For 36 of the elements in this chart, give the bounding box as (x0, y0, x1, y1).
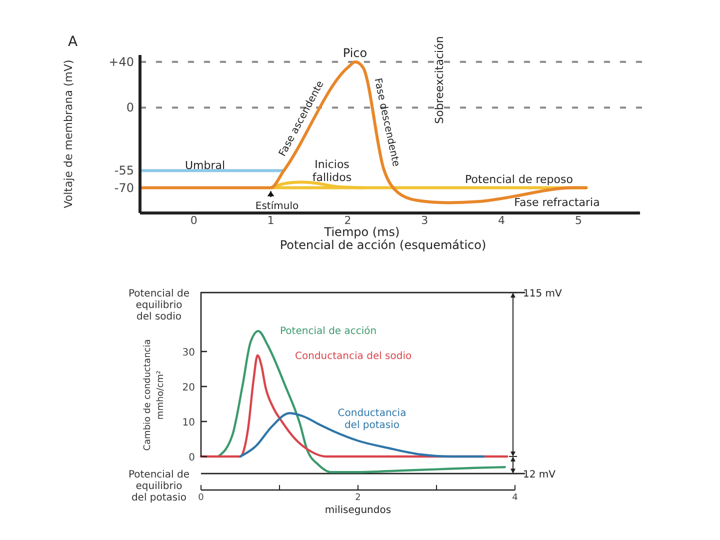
y-tick-label: -55 (114, 164, 134, 178)
x-tick-label: 5 (574, 214, 582, 227)
text: A (68, 34, 78, 50)
annotation: Potencial de reposo (465, 173, 574, 186)
series-label: Potencial de acción (280, 326, 377, 337)
text: Potencial de acción (esquemático) (280, 238, 486, 252)
x-tick-label: 1 (267, 214, 274, 227)
y-axis-title: Cambio de conductancia mmho/cm² (143, 339, 166, 451)
annotation: Pico (342, 46, 368, 60)
x-tick-label: 0 (198, 493, 204, 503)
x-tick-label: 4 (498, 214, 506, 227)
text: Conductancia del sodio (295, 351, 412, 362)
annotation: Sobreexcitación (433, 36, 446, 124)
annotation: Fase refractaria (514, 196, 600, 209)
y-tick-label: +40 (108, 54, 134, 69)
y2-tick-label: 12 mV (523, 470, 556, 481)
x-axis-title: milisegundos (324, 505, 392, 516)
y-tick-label: 0 (188, 452, 195, 464)
y-tick-label: 0 (126, 100, 134, 115)
x-tick-label: 2 (344, 214, 352, 227)
ref-line-label: Potencial de equilibrio del sodio (128, 288, 190, 323)
annotation: Umbral (184, 159, 226, 172)
y-tick-label: 30 (182, 348, 195, 358)
y-tick-label: 20 (182, 382, 195, 394)
series-label: Conductancia del potasio (338, 408, 406, 431)
y-tick-label: 10 (182, 418, 195, 428)
y-axis-title: Voltaje de membrana (mV) (62, 60, 75, 208)
x-tick-label: 2 (355, 493, 361, 503)
y-tick-label: -70 (114, 180, 134, 195)
annotation: Estímulo (255, 201, 299, 212)
ref-line-label: Potencial de equilibrio del potasio (128, 470, 190, 504)
x-tick-label: 4 (512, 493, 518, 503)
x-axis-title: Tiempo (ms) (323, 225, 400, 239)
y2-tick-label: 115 mV (523, 288, 562, 300)
x-tick-label: 3 (421, 214, 428, 227)
annotation: Inicios fallidos (312, 158, 352, 184)
